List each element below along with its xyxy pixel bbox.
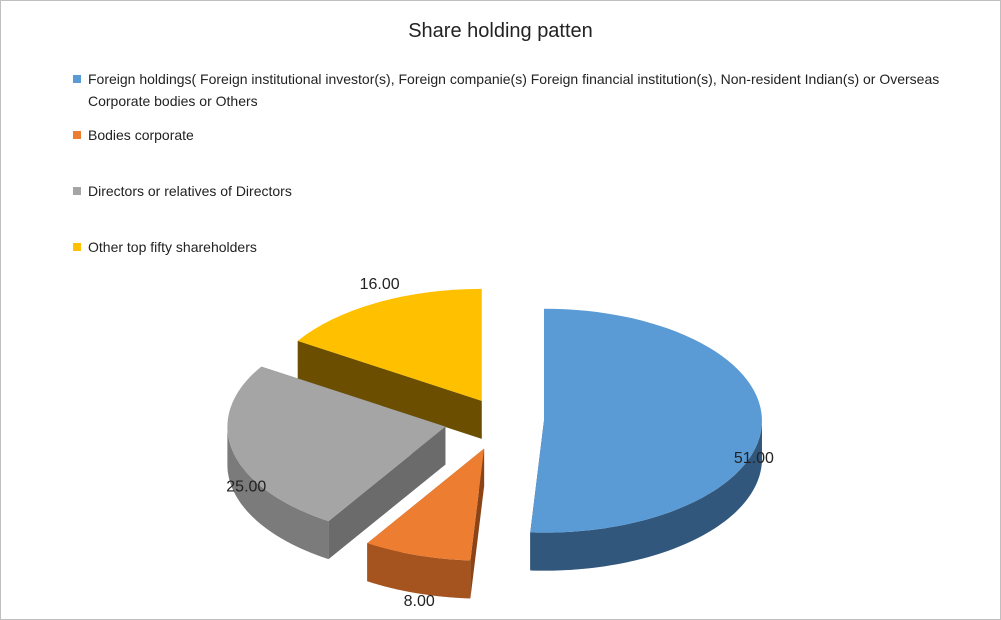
legend-item-directors: Directors or relatives of Directors	[73, 180, 953, 202]
pie-slice-wall-other-top-fifty-start	[297, 340, 482, 439]
pie-slice-wall-directors-start	[328, 426, 446, 560]
data-label-other-top-fifty: 16.00	[360, 276, 400, 293]
pie-slice-top-bodies-corporate	[367, 448, 485, 561]
legend-swatch-bodies-corporate	[73, 131, 81, 139]
legend-swatch-foreign-holdings	[73, 75, 81, 83]
pie-slice-top-foreign-holdings	[530, 308, 762, 533]
pie-slice-directors	[227, 366, 446, 560]
pie-slice-foreign-holdings	[530, 308, 762, 571]
pie-slice-side-bodies-corporate	[367, 543, 471, 599]
legend-label-foreign-holdings: Foreign holdings( Foreign institutional …	[88, 71, 940, 109]
legend-label-directors: Directors or relatives of Directors	[88, 183, 292, 199]
legend-item-other-top-fifty: Other top fifty shareholders	[73, 236, 953, 258]
pie-slice-side-shade-directors	[227, 427, 329, 560]
data-label-bodies-corporate: 8.00	[404, 593, 435, 610]
chart-title: Share holding patten	[408, 20, 593, 42]
legend: Foreign holdings( Foreign institutional …	[73, 68, 953, 258]
legend-swatch-directors	[73, 187, 81, 195]
pie-slice-side-shade-bodies-corporate	[367, 543, 471, 599]
pie-slice-side-foreign-holdings	[530, 421, 762, 571]
pie-slice-top-other-top-fifty	[297, 288, 482, 401]
legend-label-bodies-corporate: Bodies corporate	[88, 127, 194, 143]
legend-swatch-other-top-fifty	[73, 243, 81, 251]
legend-item-foreign-holdings: Foreign holdings( Foreign institutional …	[73, 68, 953, 112]
data-label-directors: 25.00	[226, 479, 266, 496]
legend-item-bodies-corporate: Bodies corporate	[73, 124, 953, 146]
pie-slice-bodies-corporate	[367, 448, 485, 599]
pie-slice-top-directors	[227, 366, 446, 522]
legend-label-other-top-fifty: Other top fifty shareholders	[88, 239, 257, 255]
data-label-foreign-holdings: 51.00	[734, 450, 774, 467]
pie-slice-side-directors	[227, 427, 329, 560]
pie-slice-other-top-fifty	[297, 288, 482, 439]
pie-slice-side-shade-foreign-holdings	[530, 421, 762, 571]
